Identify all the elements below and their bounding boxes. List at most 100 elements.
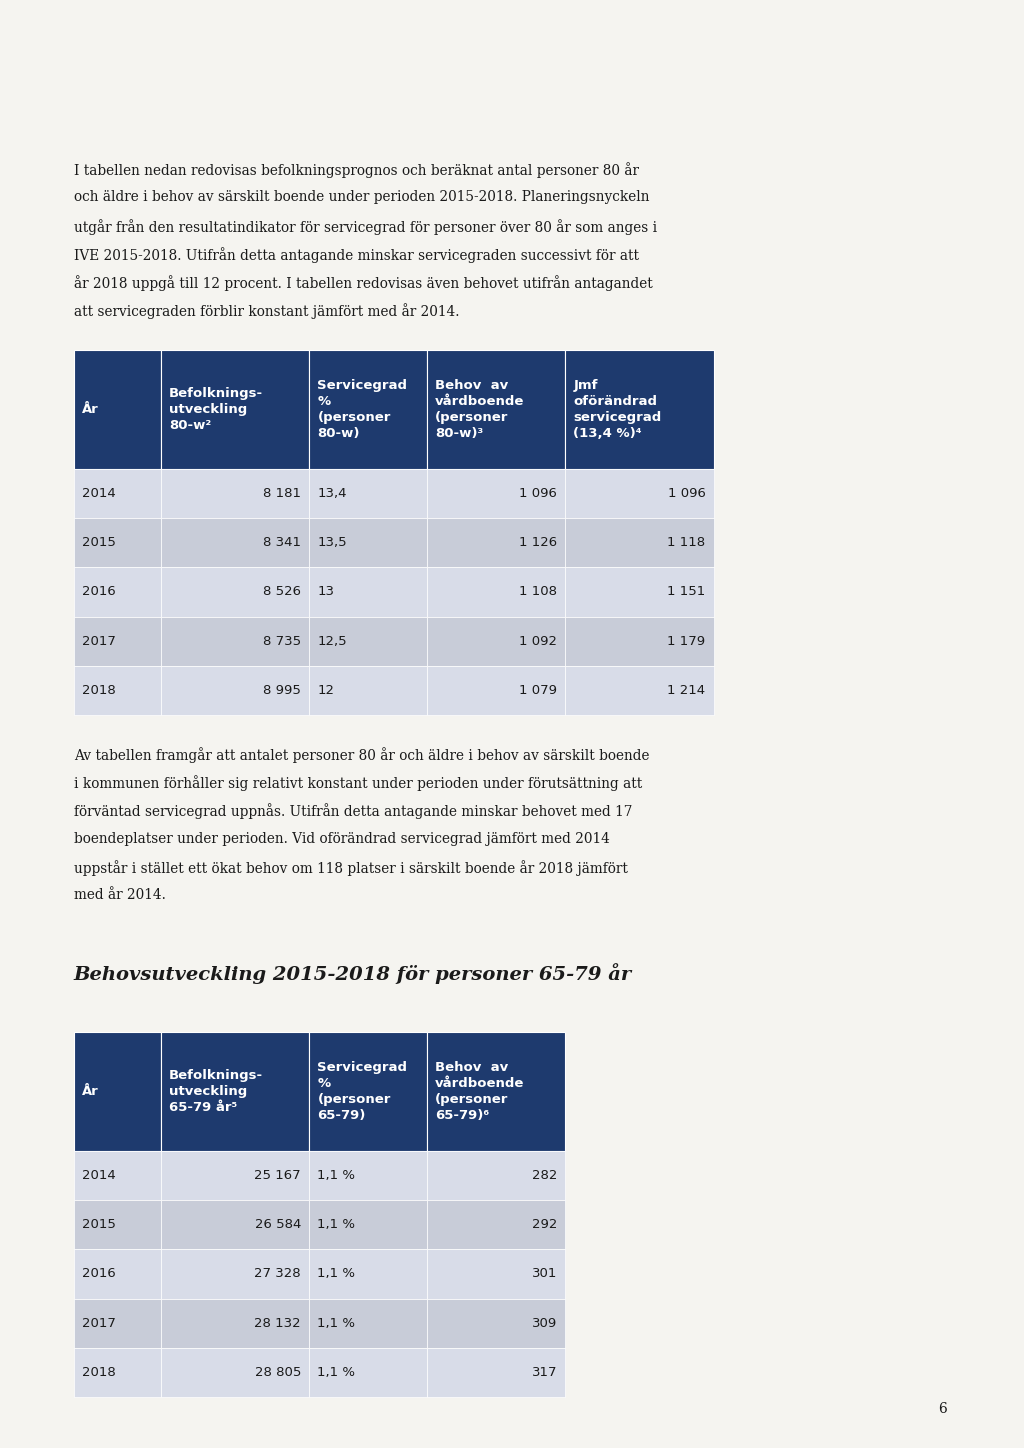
Text: 1,1 %: 1,1 % (317, 1218, 355, 1231)
Text: 2017: 2017 (82, 634, 116, 647)
Text: 2018: 2018 (82, 683, 116, 696)
Text: 2016: 2016 (82, 1267, 116, 1280)
Bar (427, 568, 565, 617)
Text: 317: 317 (531, 1365, 557, 1378)
Text: Jmf
oförändrad
servicegrad
(13,4 %)⁴: Jmf oförändrad servicegrad (13,4 %)⁴ (573, 379, 662, 440)
Text: 13,5: 13,5 (317, 536, 347, 549)
Text: Behovsutveckling 2015-2018 för personer 65-79 år: Behovsutveckling 2015-2018 för personer … (74, 963, 632, 983)
Bar (565, 617, 714, 666)
Text: 2015: 2015 (82, 536, 116, 549)
Bar (74, 1250, 161, 1299)
Text: 2016: 2016 (82, 585, 116, 598)
Bar (427, 1348, 565, 1397)
Bar (161, 1200, 309, 1250)
Bar (161, 469, 309, 518)
Bar (161, 1299, 309, 1348)
Text: uppstår i stället ett ökat behov om 118 platser i särskilt boende år 2018 jämför: uppstår i stället ett ökat behov om 118 … (74, 860, 628, 876)
Text: 8 181: 8 181 (263, 487, 301, 500)
Text: 8 526: 8 526 (263, 585, 301, 598)
Text: 1,1 %: 1,1 % (317, 1316, 355, 1329)
Text: 2018: 2018 (82, 1365, 116, 1378)
Bar (74, 1348, 161, 1397)
Text: Behov  av
vårdboende
(personer
65-79)⁶: Behov av vårdboende (personer 65-79)⁶ (435, 1061, 524, 1122)
Text: Befolknings-
utveckling
80-w²: Befolknings- utveckling 80-w² (169, 387, 263, 432)
Bar (309, 518, 427, 568)
Text: med år 2014.: med år 2014. (74, 888, 166, 902)
Text: 2014: 2014 (82, 1169, 116, 1182)
Text: 8 735: 8 735 (263, 634, 301, 647)
Bar (161, 568, 309, 617)
Bar (74, 666, 161, 715)
Text: Av tabellen framgår att antalet personer 80 år och äldre i behov av särskilt boe: Av tabellen framgår att antalet personer… (74, 747, 649, 763)
Text: 1 151: 1 151 (668, 585, 706, 598)
Text: 1 179: 1 179 (668, 634, 706, 647)
Bar (427, 518, 565, 568)
Text: 1,1 %: 1,1 % (317, 1169, 355, 1182)
Bar (161, 350, 309, 469)
Bar (309, 1250, 427, 1299)
Text: 12,5: 12,5 (317, 634, 347, 647)
Text: 1 214: 1 214 (668, 683, 706, 696)
Bar (565, 568, 714, 617)
Bar (74, 1151, 161, 1200)
Bar (309, 1200, 427, 1250)
Text: Befolknings-
utveckling
65-79 år⁵: Befolknings- utveckling 65-79 år⁵ (169, 1069, 263, 1114)
Bar (161, 617, 309, 666)
Text: 1 092: 1 092 (519, 634, 557, 647)
Text: 1,1 %: 1,1 % (317, 1365, 355, 1378)
Bar (161, 1250, 309, 1299)
Bar (74, 1032, 161, 1151)
Bar (427, 350, 565, 469)
Text: förväntad servicegrad uppnås. Utifrån detta antagande minskar behovet med 17: förväntad servicegrad uppnås. Utifrån de… (74, 804, 632, 820)
Bar (309, 617, 427, 666)
Text: 28 132: 28 132 (254, 1316, 301, 1329)
Text: IVE 2015-2018. Utifrån detta antagande minskar servicegraden successivt för att: IVE 2015-2018. Utifrån detta antagande m… (74, 246, 639, 262)
Bar (74, 518, 161, 568)
Bar (74, 1200, 161, 1250)
Bar (74, 617, 161, 666)
Bar (161, 666, 309, 715)
Text: År: År (82, 403, 98, 416)
Text: 1 126: 1 126 (519, 536, 557, 549)
Text: 1,1 %: 1,1 % (317, 1267, 355, 1280)
Bar (161, 1348, 309, 1397)
Bar (309, 469, 427, 518)
Bar (565, 518, 714, 568)
Text: 301: 301 (531, 1267, 557, 1280)
Text: 2015: 2015 (82, 1218, 116, 1231)
Text: år 2018 uppgå till 12 procent. I tabellen redovisas även behovet utifrån antagan: år 2018 uppgå till 12 procent. I tabelle… (74, 275, 652, 291)
Text: 1 096: 1 096 (519, 487, 557, 500)
Text: Behov  av
vårdboende
(personer
80-w)³: Behov av vårdboende (personer 80-w)³ (435, 379, 524, 440)
Text: 2014: 2014 (82, 487, 116, 500)
Bar (309, 1299, 427, 1348)
Bar (427, 469, 565, 518)
Bar (309, 1348, 427, 1397)
Text: 13: 13 (317, 585, 335, 598)
Text: 1 118: 1 118 (668, 536, 706, 549)
Bar (309, 1032, 427, 1151)
Bar (74, 1299, 161, 1348)
Bar (427, 1032, 565, 1151)
Text: Servicegrad
%
(personer
80-w): Servicegrad % (personer 80-w) (317, 379, 408, 440)
Bar (427, 1200, 565, 1250)
Text: År: År (82, 1085, 98, 1098)
Text: 292: 292 (531, 1218, 557, 1231)
Bar (309, 568, 427, 617)
Text: 8 341: 8 341 (263, 536, 301, 549)
Text: 6: 6 (938, 1402, 946, 1416)
Bar (309, 1151, 427, 1200)
Bar (309, 666, 427, 715)
Bar (309, 350, 427, 469)
Bar (161, 1151, 309, 1200)
Bar (161, 518, 309, 568)
Text: 309: 309 (531, 1316, 557, 1329)
Text: boendeplatser under perioden. Vid oförändrad servicegrad jämfört med 2014: boendeplatser under perioden. Vid oförän… (74, 831, 609, 846)
Text: 13,4: 13,4 (317, 487, 347, 500)
Text: 27 328: 27 328 (254, 1267, 301, 1280)
Text: utgår från den resultatindikator för servicegrad för personer över 80 år som ang: utgår från den resultatindikator för ser… (74, 219, 656, 235)
Bar (427, 1151, 565, 1200)
Bar (427, 617, 565, 666)
Bar (74, 568, 161, 617)
Text: att servicegraden förblir konstant jämfört med år 2014.: att servicegraden förblir konstant jämfö… (74, 303, 459, 319)
Text: 28 805: 28 805 (255, 1365, 301, 1378)
